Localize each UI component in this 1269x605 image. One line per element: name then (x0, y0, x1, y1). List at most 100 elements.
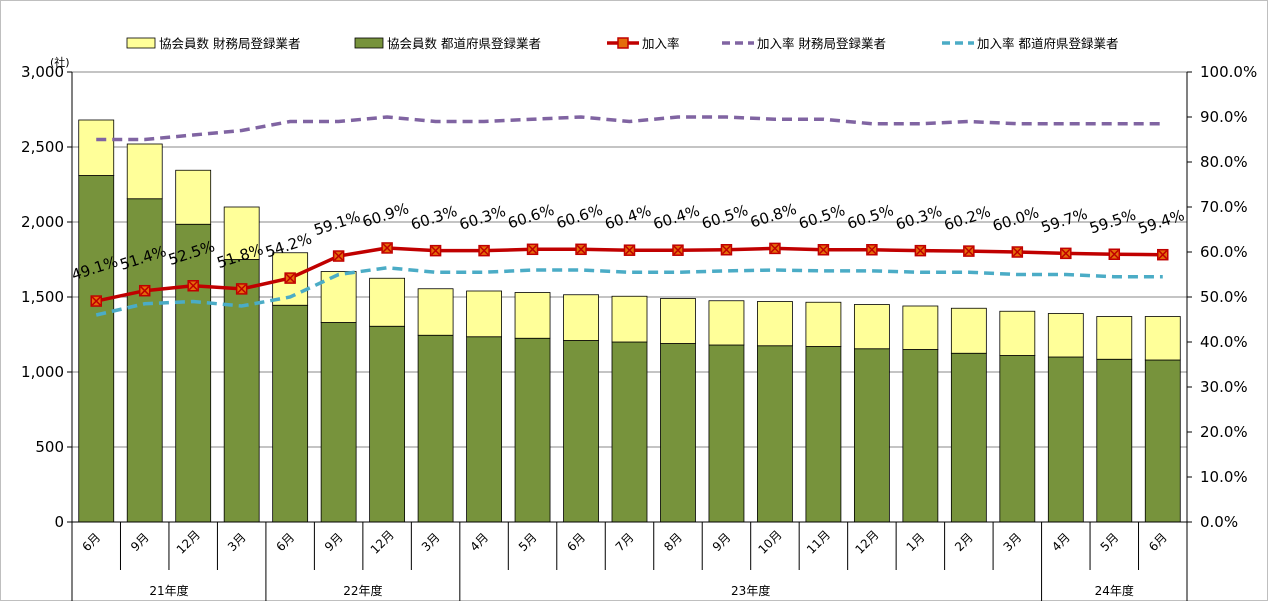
legend-label: 加入率 財務局登録業者 (757, 36, 886, 51)
left-tick-label: 2,000 (21, 213, 64, 231)
fiscal-year-label: 22年度 (343, 583, 382, 598)
rate-marker-cross (91, 296, 101, 306)
right-tick-label: 60.0% (1200, 243, 1248, 261)
rate-marker-cross (479, 246, 489, 256)
bars (78, 119, 1181, 523)
dashed-line (95, 265, 1163, 317)
rate-marker-cross (964, 246, 974, 256)
bar-finance-bureau (514, 292, 551, 339)
bar-prefecture (853, 348, 890, 523)
rate-marker-cross (431, 246, 441, 256)
line-series (90, 115, 1169, 317)
bar-prefecture (950, 352, 987, 523)
bar-finance-bureau (805, 301, 842, 347)
right-tick-label: 70.0% (1200, 198, 1248, 216)
bar-prefecture (78, 175, 115, 523)
left-tick-label: 1,000 (21, 363, 64, 381)
bar-finance-bureau (708, 300, 745, 346)
bar-prefecture (223, 259, 260, 523)
bar-prefecture (708, 344, 745, 523)
rate-marker-cross (818, 245, 828, 255)
rate-marker-cross (140, 286, 150, 296)
left-tick-label: 2,500 (21, 138, 64, 156)
rate-marker-cross (285, 273, 295, 283)
bar-finance-bureau (902, 305, 939, 350)
legend-label: 協会員数 財務局登録業者 (159, 36, 300, 51)
rate-marker-cross (867, 245, 877, 255)
bar-finance-bureau (320, 271, 357, 323)
bar-finance-bureau (466, 290, 502, 338)
bar-prefecture (1096, 358, 1133, 523)
bar-finance-bureau (78, 119, 115, 176)
bar-prefecture (514, 337, 551, 523)
bar-prefecture (1047, 356, 1084, 523)
right-tick-label: 30.0% (1200, 378, 1248, 396)
legend-swatch (126, 37, 156, 49)
bar-prefecture (757, 345, 793, 523)
right-tick-label: 40.0% (1200, 333, 1248, 351)
bar-finance-bureau (563, 294, 599, 341)
rate-marker-cross (188, 281, 198, 291)
bar-finance-bureau (369, 277, 406, 327)
rate-marker-cross (1061, 248, 1071, 258)
bar-finance-bureau (175, 169, 212, 225)
bar-prefecture (1144, 359, 1181, 523)
rate-marker-cross (673, 245, 683, 255)
bar-prefecture (902, 349, 939, 523)
bar-prefecture (126, 198, 163, 523)
bar-prefecture (417, 334, 454, 523)
bar-prefecture (563, 340, 599, 523)
right-tick-label: 20.0% (1200, 423, 1248, 441)
bar-prefecture (466, 336, 502, 523)
rate-marker-cross (576, 244, 586, 254)
bar-finance-bureau (223, 206, 260, 260)
left-tick-label: 0 (54, 513, 64, 531)
rate-marker-cross (624, 245, 635, 255)
right-tick-label: 0.0% (1200, 513, 1238, 531)
rate-marker-cross (1109, 249, 1119, 259)
left-tick-label: 3,000 (21, 63, 64, 81)
bar-finance-bureau (1047, 313, 1084, 358)
bar-finance-bureau (999, 310, 1036, 356)
rate-marker-cross (1012, 247, 1022, 257)
bar-prefecture (999, 355, 1036, 523)
bar-finance-bureau (757, 301, 793, 347)
right-tick-label: 100.0% (1200, 63, 1257, 81)
right-tick-label: 90.0% (1200, 108, 1248, 126)
bar-finance-bureau (1144, 316, 1181, 361)
bar-prefecture (320, 322, 357, 523)
bar-prefecture (369, 325, 406, 523)
rate-marker-cross (528, 244, 538, 254)
legend-label: 加入率 都道府県登録業者 (977, 36, 1118, 51)
rate-marker-cross (770, 243, 780, 253)
bar-finance-bureau (417, 288, 454, 336)
bar-finance-bureau (1096, 316, 1133, 360)
left-tick-label: 1,500 (21, 288, 64, 306)
left-axis-unit: (社) (50, 55, 70, 69)
rate-marker-cross (237, 284, 247, 294)
bar-finance-bureau (950, 307, 987, 354)
legend-label: 協会員数 都道府県登録業者 (387, 36, 541, 51)
right-tick-label: 50.0% (1200, 288, 1248, 306)
bar-finance-bureau (853, 304, 890, 350)
right-tick-label: 80.0% (1200, 153, 1248, 171)
bar-prefecture (805, 346, 842, 523)
fiscal-year-label: 24年度 (1095, 583, 1134, 598)
rate-marker-cross (721, 245, 731, 255)
rate-marker-cross (915, 246, 925, 256)
dashed-line (96, 115, 1163, 142)
legend-marker (617, 37, 629, 49)
bar-prefecture (611, 341, 648, 523)
legend-label: 加入率 (642, 36, 680, 51)
left-tick-label: 500 (35, 438, 64, 456)
rate-marker-cross (334, 251, 344, 261)
rate-marker-cross (382, 243, 392, 253)
bar-finance-bureau (611, 295, 648, 343)
right-tick-label: 10.0% (1200, 468, 1248, 486)
fiscal-year-label: 23年度 (731, 583, 770, 598)
bar-prefecture (175, 223, 212, 523)
rate-marker-cross (1158, 250, 1168, 260)
bar-prefecture (272, 304, 309, 523)
bar-finance-bureau (660, 298, 696, 344)
